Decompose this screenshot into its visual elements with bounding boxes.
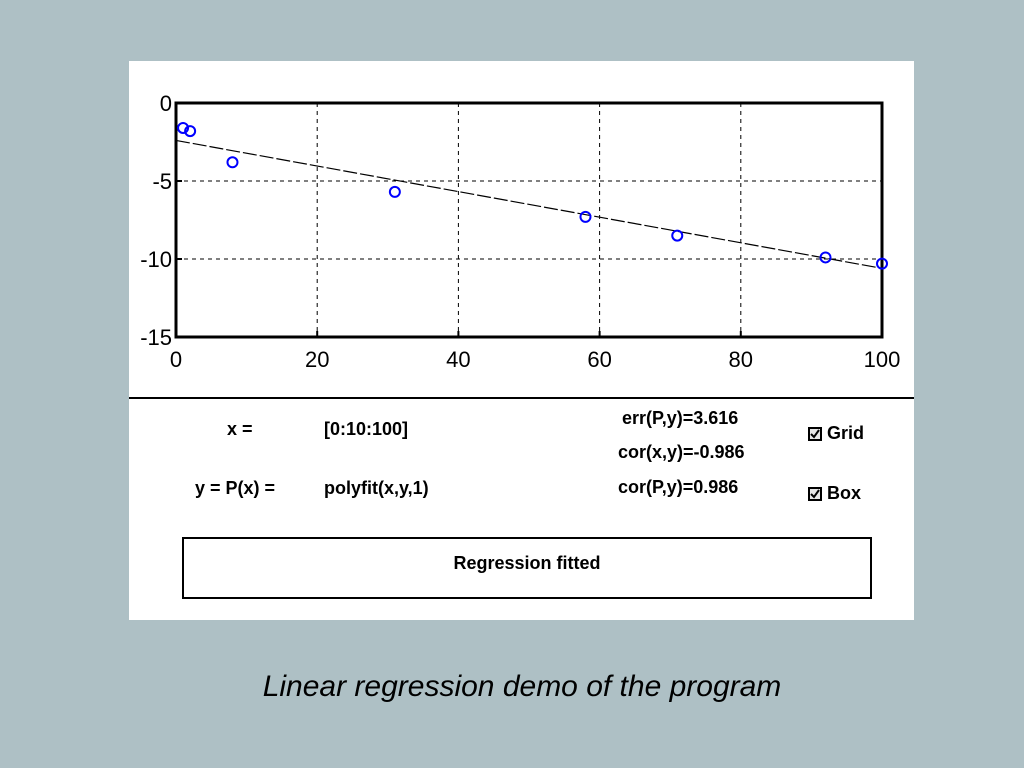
y-label: y = P(x) = xyxy=(195,478,276,498)
status-text: Regression fitted xyxy=(453,552,601,573)
app-window: 0 20 40 60 80 100 0 -5 -10 -15 x = [0:10:100] y =… xyxy=(129,61,914,620)
data-point xyxy=(177,121,190,134)
x-tick-label: 60 xyxy=(587,347,611,372)
data-point xyxy=(226,156,239,169)
slide-caption: Linear regression demo of the program xyxy=(262,670,782,703)
data-point xyxy=(819,251,832,264)
data-point xyxy=(579,210,592,223)
y-tick-label: 0 xyxy=(160,91,172,116)
box-checkbox-label: Box xyxy=(827,483,862,503)
plot-box xyxy=(174,101,884,339)
checkmark-icon xyxy=(810,428,820,439)
data-point xyxy=(671,229,684,242)
regression-fit-line xyxy=(175,139,883,269)
err-readout: err(P,y)=3.616 xyxy=(622,408,739,428)
x-label: x = xyxy=(227,419,253,439)
data-point xyxy=(184,125,197,138)
x-tick-label: 80 xyxy=(729,347,753,372)
grid-checkbox-row[interactable]: Grid xyxy=(808,423,864,444)
x-tick-label: 100 xyxy=(864,347,901,372)
cor-xy-readout: cor(x,y)=-0.986 xyxy=(618,442,745,462)
status-box: Regression fitted xyxy=(182,537,872,599)
y-value-field[interactable]: polyfit(x,y,1) xyxy=(324,478,429,498)
y-tick-label: -15 xyxy=(140,325,172,350)
data-point xyxy=(388,185,401,198)
grid-checkbox-label: Grid xyxy=(827,423,865,443)
data-point xyxy=(876,257,888,270)
x-value-field[interactable]: [0:10:100] xyxy=(324,419,409,439)
x-tick-label: 40 xyxy=(446,347,470,372)
y-tick-label: -5 xyxy=(152,169,172,194)
divider xyxy=(129,397,914,399)
cor-py-readout: cor(P,y)=0.986 xyxy=(618,477,739,497)
y-tick-label: -10 xyxy=(140,247,172,272)
checkmark-icon xyxy=(810,488,820,499)
box-checkbox-row[interactable]: Box xyxy=(808,483,861,504)
box-checkbox[interactable] xyxy=(808,486,822,501)
scatter-plot: 0 20 40 60 80 100 0 -5 -10 -15 xyxy=(140,91,901,372)
x-tick-label: 20 xyxy=(305,347,329,372)
x-tick-label: 0 xyxy=(170,347,182,372)
grid-checkbox[interactable] xyxy=(808,426,822,441)
